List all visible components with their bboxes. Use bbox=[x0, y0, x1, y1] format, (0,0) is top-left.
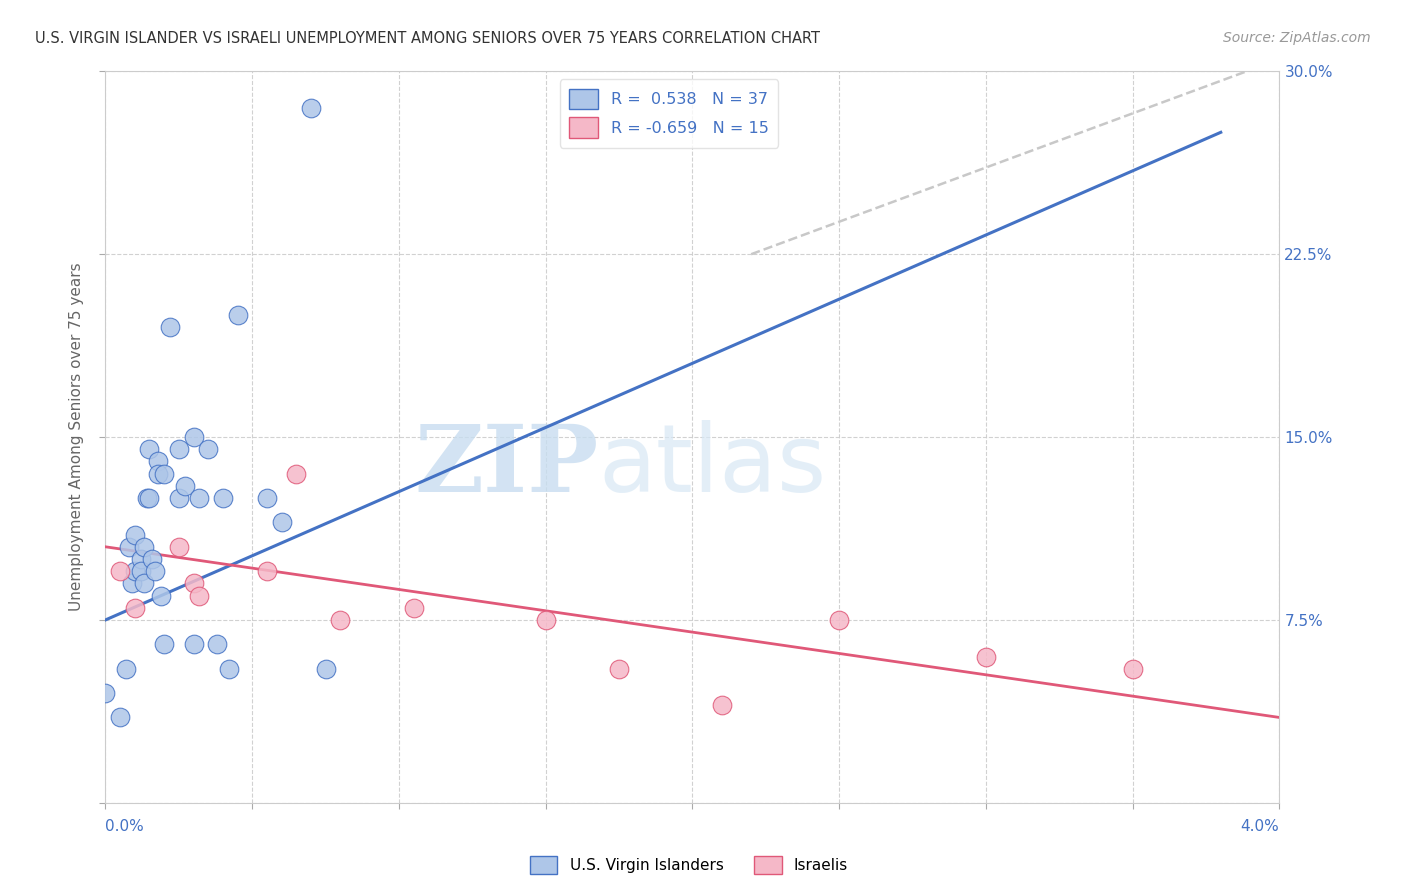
Point bbox=[129, 564, 152, 578]
Point bbox=[148, 454, 170, 468]
Point bbox=[167, 491, 190, 505]
Text: 0.0%: 0.0% bbox=[105, 820, 145, 834]
Point bbox=[256, 564, 278, 578]
Point bbox=[188, 589, 211, 603]
Point bbox=[197, 442, 219, 457]
Point bbox=[183, 576, 205, 591]
Point bbox=[710, 698, 733, 713]
Point bbox=[124, 527, 146, 541]
Text: atlas: atlas bbox=[599, 420, 827, 512]
Point bbox=[108, 564, 131, 578]
Text: ZIP: ZIP bbox=[415, 421, 599, 511]
Point bbox=[256, 491, 278, 505]
Point bbox=[167, 540, 190, 554]
Point bbox=[167, 442, 190, 457]
Point bbox=[183, 637, 205, 651]
Point bbox=[329, 613, 352, 627]
Point bbox=[315, 662, 337, 676]
Point bbox=[132, 576, 155, 591]
Text: Source: ZipAtlas.com: Source: ZipAtlas.com bbox=[1223, 31, 1371, 45]
Point bbox=[132, 540, 155, 554]
Point bbox=[138, 442, 160, 457]
Point bbox=[299, 101, 322, 115]
Point bbox=[153, 637, 176, 651]
Point bbox=[974, 649, 997, 664]
Point bbox=[108, 710, 131, 724]
Point bbox=[534, 613, 557, 627]
Point bbox=[205, 637, 228, 651]
Point bbox=[118, 540, 141, 554]
Point bbox=[129, 552, 152, 566]
Point bbox=[1122, 662, 1144, 676]
Point bbox=[143, 564, 166, 578]
Point bbox=[124, 564, 146, 578]
Point bbox=[115, 662, 138, 676]
Point bbox=[141, 552, 163, 566]
Point bbox=[828, 613, 851, 627]
Point bbox=[226, 308, 249, 322]
Point bbox=[270, 516, 292, 530]
Legend: U.S. Virgin Islanders, Israelis: U.S. Virgin Islanders, Israelis bbox=[524, 850, 853, 880]
Point bbox=[148, 467, 170, 481]
Point bbox=[218, 662, 240, 676]
Point bbox=[159, 320, 181, 334]
Point bbox=[285, 467, 308, 481]
Point bbox=[121, 576, 143, 591]
Point bbox=[150, 589, 173, 603]
Point bbox=[607, 662, 630, 676]
Point bbox=[183, 430, 205, 444]
Point bbox=[188, 491, 211, 505]
Point bbox=[211, 491, 233, 505]
Point bbox=[173, 479, 195, 493]
Point bbox=[402, 600, 425, 615]
Point bbox=[124, 600, 146, 615]
Legend: R =  0.538   N = 37, R = -0.659   N = 15: R = 0.538 N = 37, R = -0.659 N = 15 bbox=[560, 79, 778, 147]
Point bbox=[94, 686, 117, 700]
Point bbox=[138, 491, 160, 505]
Point bbox=[153, 467, 176, 481]
Text: 4.0%: 4.0% bbox=[1240, 820, 1279, 834]
Text: U.S. VIRGIN ISLANDER VS ISRAELI UNEMPLOYMENT AMONG SENIORS OVER 75 YEARS CORRELA: U.S. VIRGIN ISLANDER VS ISRAELI UNEMPLOY… bbox=[35, 31, 820, 46]
Y-axis label: Unemployment Among Seniors over 75 years: Unemployment Among Seniors over 75 years bbox=[69, 263, 84, 611]
Point bbox=[135, 491, 157, 505]
